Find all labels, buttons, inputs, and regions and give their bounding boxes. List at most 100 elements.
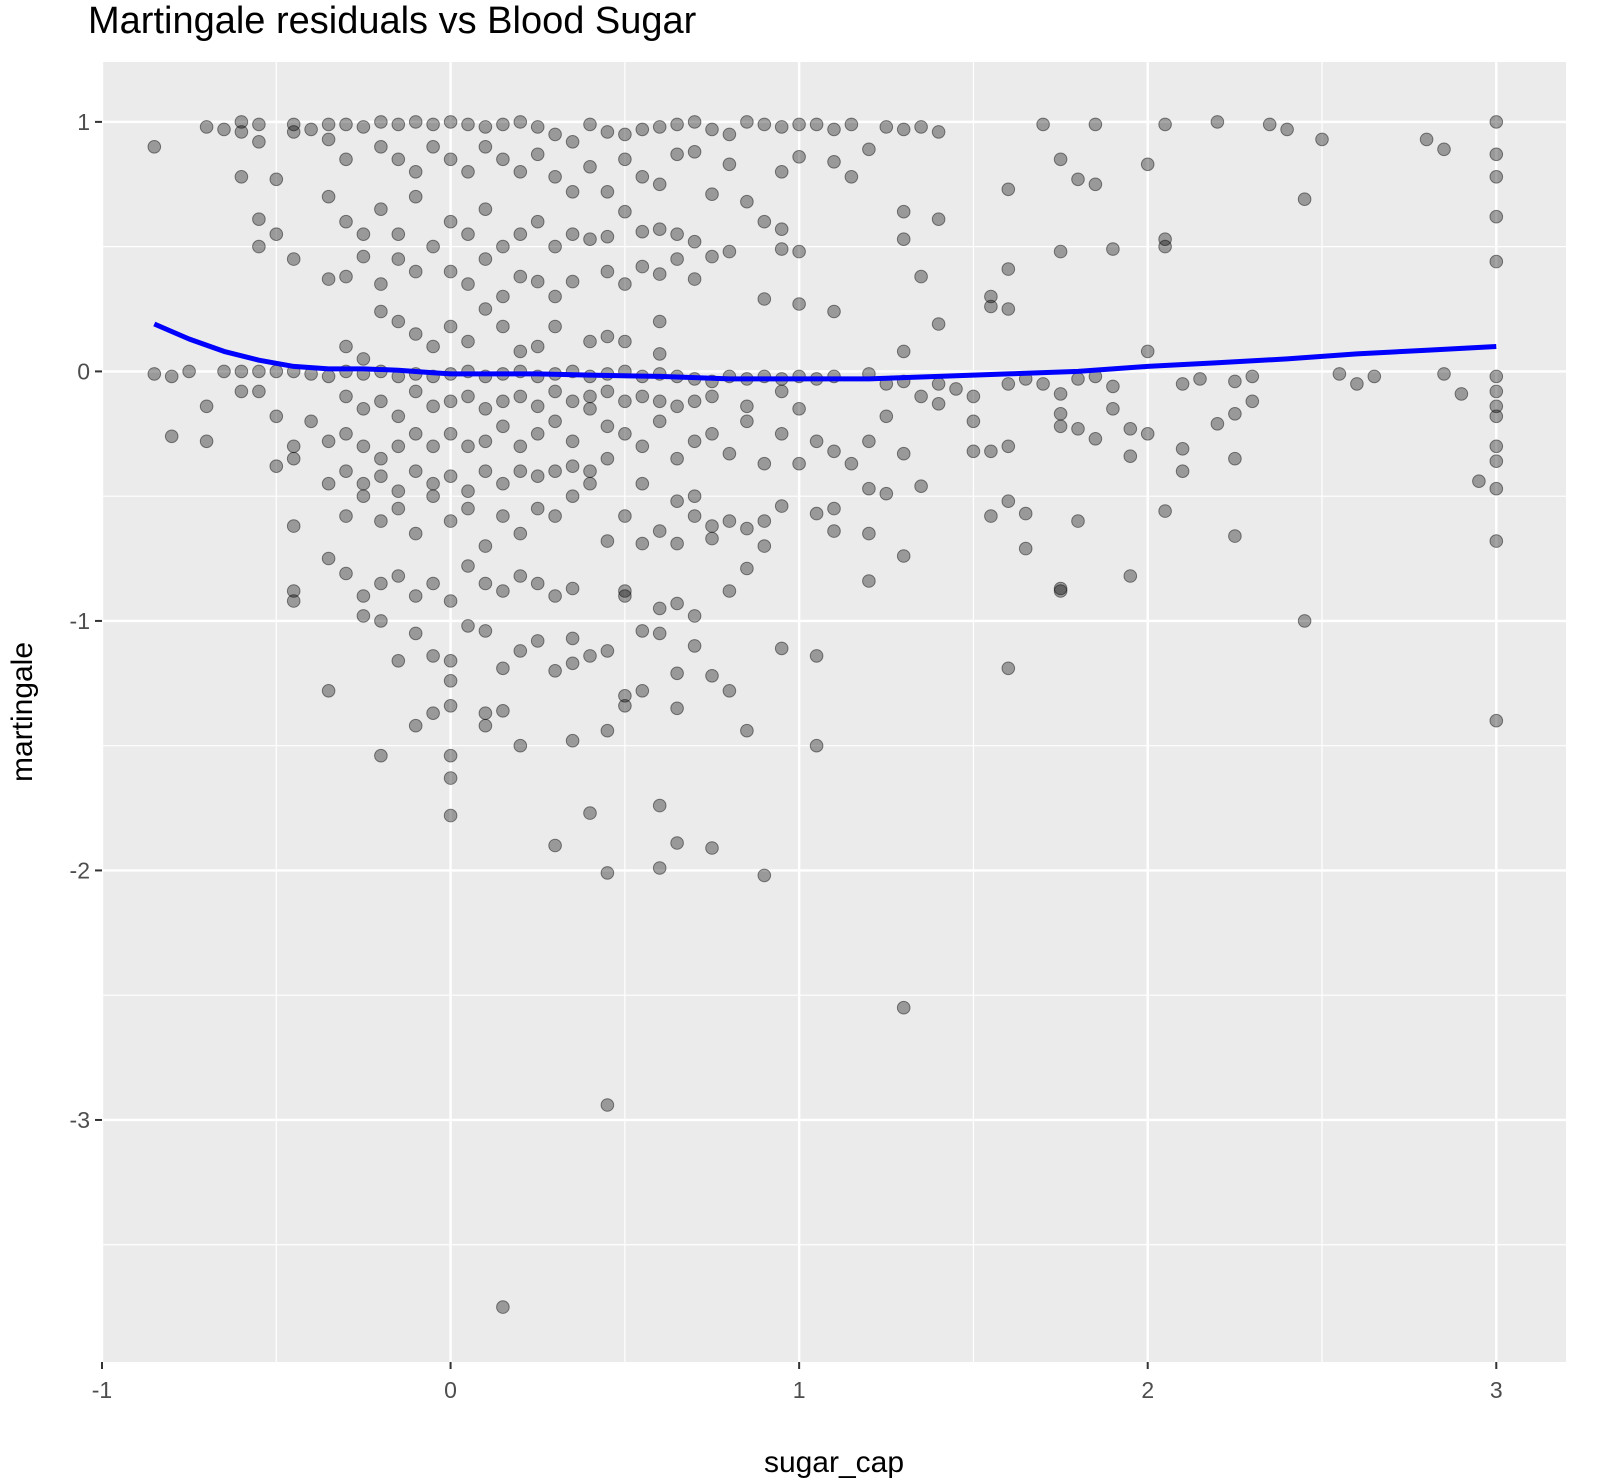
data-point xyxy=(740,399,754,414)
data-point xyxy=(565,733,580,748)
data-point xyxy=(652,394,667,409)
data-point xyxy=(740,414,754,429)
data-point xyxy=(443,771,458,785)
data-point xyxy=(774,499,789,513)
data-point xyxy=(1228,407,1242,421)
data-point xyxy=(530,120,545,134)
data-point xyxy=(408,165,423,179)
data-point xyxy=(391,501,406,516)
data-point xyxy=(565,227,580,241)
data-point xyxy=(461,501,475,516)
y-tick-label: -1 xyxy=(70,608,90,634)
data-point xyxy=(286,451,301,466)
data-point xyxy=(705,122,719,137)
data-point xyxy=(252,364,266,379)
data-point xyxy=(1106,242,1120,256)
data-point xyxy=(600,534,615,548)
data-point xyxy=(286,519,301,533)
data-point xyxy=(1001,494,1016,509)
data-point xyxy=(426,399,440,414)
data-point xyxy=(652,861,667,875)
data-point xyxy=(234,125,249,139)
data-point xyxy=(408,427,423,441)
data-point xyxy=(391,314,406,329)
data-point xyxy=(530,469,545,484)
data-point xyxy=(496,289,510,304)
data-point xyxy=(408,526,423,541)
data-point xyxy=(1053,581,1068,596)
data-point xyxy=(1071,514,1085,528)
data-point xyxy=(722,244,737,259)
data-point xyxy=(1158,239,1172,254)
data-point xyxy=(1123,569,1138,583)
data-point xyxy=(513,389,528,404)
data-point xyxy=(1297,192,1312,206)
data-point xyxy=(722,684,737,698)
data-point xyxy=(705,249,719,264)
data-point xyxy=(1472,474,1486,489)
data-point xyxy=(321,117,336,132)
data-point xyxy=(513,738,528,753)
data-point xyxy=(722,584,737,598)
data-point xyxy=(391,152,406,167)
data-point xyxy=(391,117,406,132)
data-point xyxy=(1123,422,1138,436)
data-point xyxy=(478,624,493,638)
data-point xyxy=(548,170,562,184)
data-point xyxy=(618,689,632,703)
data-point xyxy=(356,476,371,491)
data-point xyxy=(1001,262,1016,276)
data-point xyxy=(583,232,597,246)
data-point xyxy=(426,117,440,132)
data-point xyxy=(792,297,806,311)
minor-grid-lines xyxy=(102,62,1566,1362)
data-point xyxy=(356,589,371,603)
data-point xyxy=(670,596,684,611)
data-point xyxy=(583,476,597,491)
data-point xyxy=(827,304,841,319)
data-point xyxy=(914,269,928,284)
data-point xyxy=(774,641,789,656)
data-point xyxy=(1001,661,1016,676)
data-point xyxy=(879,486,894,501)
data-point xyxy=(1053,584,1068,598)
data-point xyxy=(478,706,493,721)
data-point xyxy=(600,229,615,244)
data-point xyxy=(740,115,754,129)
data-point xyxy=(600,419,615,434)
y-tick-label: -3 xyxy=(70,1107,90,1133)
data-point xyxy=(1053,419,1068,434)
data-point xyxy=(252,212,266,226)
data-point xyxy=(374,140,388,154)
data-point xyxy=(687,115,702,129)
data-point xyxy=(618,204,632,219)
data-point xyxy=(844,170,859,184)
data-point xyxy=(740,723,754,738)
data-point xyxy=(1001,439,1016,454)
data-point xyxy=(147,140,162,154)
data-point xyxy=(304,414,318,429)
data-point xyxy=(548,127,562,142)
data-point xyxy=(234,384,249,399)
data-point xyxy=(600,866,615,880)
data-point xyxy=(496,239,510,254)
data-point xyxy=(1280,122,1294,137)
data-point xyxy=(618,277,632,291)
data-point xyxy=(774,427,789,441)
data-point xyxy=(461,439,475,454)
data-point xyxy=(757,868,772,883)
data-point xyxy=(1489,399,1504,414)
data-point xyxy=(461,484,475,499)
data-point xyxy=(478,302,493,316)
data-point xyxy=(1315,132,1329,147)
data-point xyxy=(1158,117,1172,132)
data-point xyxy=(426,140,440,154)
data-point xyxy=(374,614,388,628)
data-point xyxy=(496,394,510,409)
data-point xyxy=(565,185,580,199)
y-tick-label: -2 xyxy=(70,857,90,883)
data-point xyxy=(827,501,841,516)
data-point xyxy=(339,269,353,284)
chart-title: Martingale residuals vs Blood Sugar xyxy=(88,0,697,42)
data-point xyxy=(286,439,301,454)
